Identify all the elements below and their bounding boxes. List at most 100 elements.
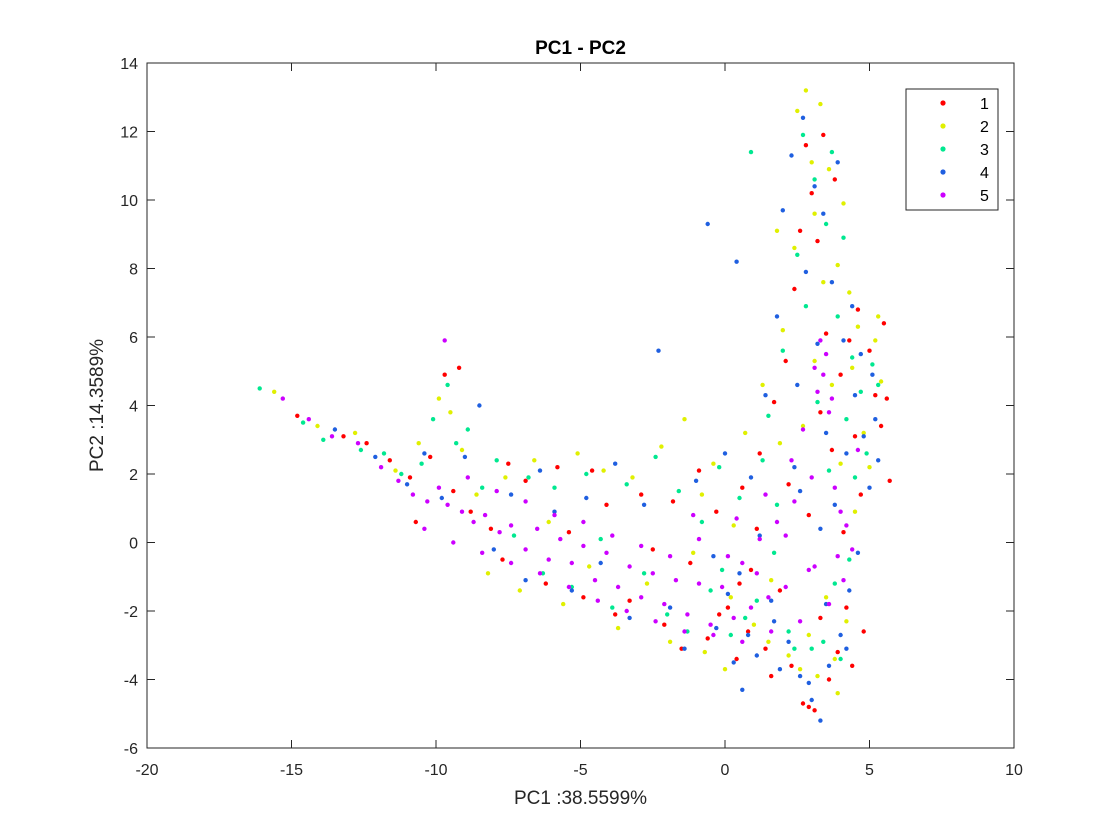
data-point [428,454,433,460]
data-point [821,639,826,644]
data-point [610,605,615,610]
data-point [731,615,736,621]
data-point [844,619,849,624]
data-point [870,372,875,377]
data-point [615,584,621,590]
data-point [355,441,361,446]
data-point [624,608,629,614]
data-point [763,492,768,497]
data-point [878,379,884,384]
data-point [613,461,618,466]
data-point [841,338,846,343]
data-point [598,536,603,542]
data-point [850,663,855,668]
data-point [592,578,598,583]
data-point [523,478,528,483]
data-point [705,636,710,641]
data-point [535,526,540,531]
data-point [523,547,528,552]
data-point [826,677,832,682]
data-point [711,632,716,638]
data-point [812,184,817,189]
data-point [803,304,809,309]
legend-marker [940,169,946,175]
data-point [809,697,814,703]
legend-label: 5 [980,188,989,205]
data-point [474,492,479,497]
data-point [670,499,676,504]
data-point [852,393,858,398]
data-point [740,485,745,490]
data-point [832,656,837,662]
data-point [757,533,762,538]
data-point [615,625,621,631]
data-point [841,201,846,206]
data-point [699,519,705,525]
data-point [725,591,731,597]
data-point [777,588,783,593]
data-point [630,475,635,480]
data-point [754,571,759,576]
data-point [300,420,306,425]
data-point [803,269,809,275]
data-point [763,646,768,651]
data-point [462,454,468,460]
data-point [682,629,687,634]
data-point [861,430,866,436]
data-point [378,465,384,470]
data-point [829,447,835,453]
data-point [740,687,745,692]
data-point [665,612,670,617]
data-point [870,362,875,367]
data-point [491,547,496,552]
data-point [503,475,508,480]
data-point [812,177,817,182]
data-point [852,509,858,514]
data-point [841,530,846,535]
data-point [419,461,424,466]
data-point [719,567,725,573]
data-point [774,519,780,525]
data-point [407,475,413,480]
data-point [722,667,728,672]
data-point [829,149,835,155]
data-point [439,495,444,501]
data-point [821,211,826,216]
data-point [526,475,531,480]
data-point [358,447,364,453]
data-point [855,447,861,453]
data-point [352,430,358,436]
data-point [396,478,401,483]
data-point [835,691,840,696]
data-point [783,584,788,590]
data-point [823,430,829,436]
data-point [459,447,465,453]
data-point [500,557,505,562]
data-point [604,502,609,507]
data-point [812,211,817,216]
data-point [818,718,823,723]
data-point [552,485,557,490]
data-point [708,588,713,593]
data-point [480,550,485,555]
data-point [829,382,835,388]
y-tick-label: 6 [129,330,138,347]
data-point [847,290,852,295]
data-point [523,578,528,583]
data-point [561,601,566,607]
data-point [537,468,543,473]
data-point [381,451,387,456]
data-point [508,560,514,566]
data-point [777,441,783,446]
data-point [838,656,843,662]
data-point [714,625,719,631]
data-point [624,482,629,487]
data-point [682,417,687,422]
scatter-points [257,88,892,723]
legend-label: 4 [980,165,989,182]
data-point [552,512,557,518]
data-point [783,533,788,538]
data-point [748,475,754,480]
data-point [835,314,840,319]
y-tick-label: 8 [129,262,138,279]
